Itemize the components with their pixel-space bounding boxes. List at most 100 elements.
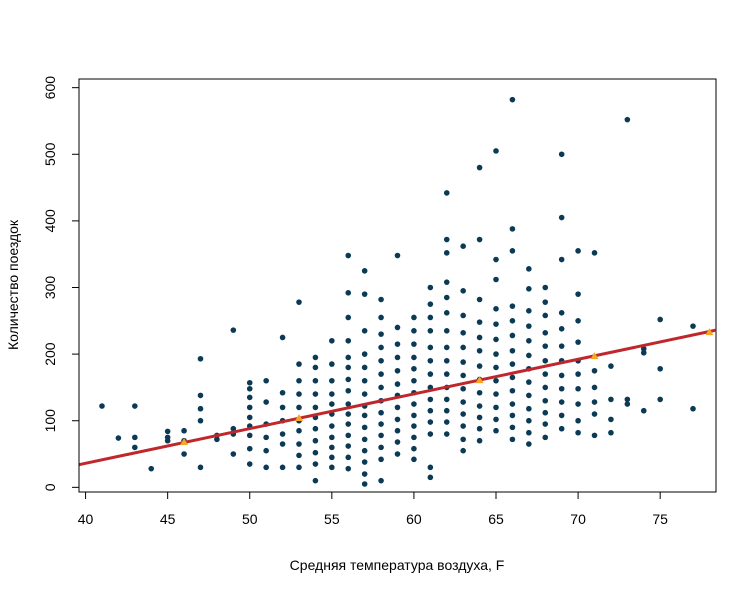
data-point: [345, 364, 352, 371]
data-point: [394, 439, 401, 445]
data-point: [526, 392, 532, 399]
data-point: [591, 250, 598, 256]
data-point: [427, 371, 434, 377]
data-point: [411, 365, 417, 372]
data-point: [460, 372, 466, 379]
data-point: [526, 417, 532, 424]
data-point: [296, 377, 302, 384]
data-point: [575, 339, 581, 345]
data-point: [575, 318, 581, 324]
data-point: [296, 441, 302, 447]
data-point: [394, 252, 401, 259]
data-point: [624, 401, 631, 407]
data-point: [509, 248, 516, 254]
data-point: [296, 452, 302, 459]
fit-marker: [180, 438, 189, 446]
data-point: [361, 412, 368, 419]
data-point: [427, 474, 434, 481]
data-point: [526, 379, 532, 385]
data-point: [378, 456, 384, 463]
data-point: [230, 327, 237, 333]
data-point: [279, 389, 286, 396]
data-point: [263, 447, 269, 454]
data-point: [378, 357, 384, 364]
data-point: [345, 314, 352, 321]
data-point: [443, 310, 450, 316]
data-point: [361, 351, 368, 357]
data-point: [608, 416, 614, 423]
data-point: [345, 252, 352, 259]
data-point: [640, 407, 647, 414]
data-point: [542, 312, 549, 319]
data-point: [246, 385, 253, 392]
data-point: [427, 327, 434, 334]
data-point: [279, 441, 286, 447]
data-point: [493, 416, 499, 423]
x-tick-label: 65: [488, 511, 504, 527]
data-point: [329, 391, 335, 397]
data-point: [591, 411, 598, 417]
data-point: [526, 308, 532, 314]
data-point: [657, 396, 663, 403]
data-point: [378, 314, 384, 321]
data-point: [526, 429, 532, 436]
data-point: [263, 434, 269, 441]
data-point: [329, 434, 335, 441]
data-point: [312, 354, 319, 361]
data-point: [132, 403, 138, 409]
data-point: [509, 332, 516, 339]
data-point: [493, 427, 499, 434]
data-point: [312, 437, 319, 444]
data-point: [443, 431, 450, 437]
data-point: [558, 151, 565, 158]
data-point: [509, 424, 516, 431]
data-point: [427, 431, 434, 437]
data-point: [296, 299, 302, 305]
data-point: [411, 327, 417, 334]
data-point: [542, 434, 549, 441]
data-point: [558, 256, 565, 263]
data-point: [378, 421, 384, 427]
data-point: [476, 164, 483, 171]
data-point: [312, 404, 319, 411]
data-point: [312, 425, 319, 432]
data-point: [690, 323, 696, 329]
data-point: [657, 316, 663, 323]
data-point: [197, 464, 204, 471]
data-point: [493, 321, 499, 327]
data-point: [164, 428, 171, 435]
data-point: [312, 477, 319, 484]
y-axis: 0 100 200 300 400 500 600: [42, 76, 80, 491]
data-point: [493, 391, 499, 397]
data-point: [296, 391, 302, 397]
data-point: [345, 337, 352, 344]
data-point: [591, 399, 598, 405]
data-point: [476, 389, 483, 396]
data-point: [476, 403, 483, 409]
data-point: [411, 314, 417, 321]
data-point: [361, 459, 368, 465]
data-point: [526, 337, 532, 344]
data-point: [443, 407, 450, 414]
data-point: [443, 327, 450, 334]
data-point: [345, 401, 352, 407]
data-point: [345, 454, 352, 461]
data-point: [542, 329, 549, 336]
data-point: [345, 443, 352, 449]
data-point: [296, 404, 302, 411]
scatter-points: [99, 96, 696, 487]
data-point: [361, 364, 368, 371]
data-point: [509, 374, 516, 381]
data-point: [378, 477, 384, 484]
data-point: [263, 377, 269, 384]
data-point: [460, 243, 466, 249]
data-point: [542, 357, 549, 364]
x-tick-label: 45: [160, 511, 176, 527]
data-point: [197, 405, 204, 412]
data-point: [558, 343, 565, 349]
data-point: [526, 286, 532, 292]
data-point: [476, 414, 483, 421]
data-point: [361, 268, 368, 274]
data-point: [411, 354, 417, 361]
data-point: [411, 423, 417, 429]
